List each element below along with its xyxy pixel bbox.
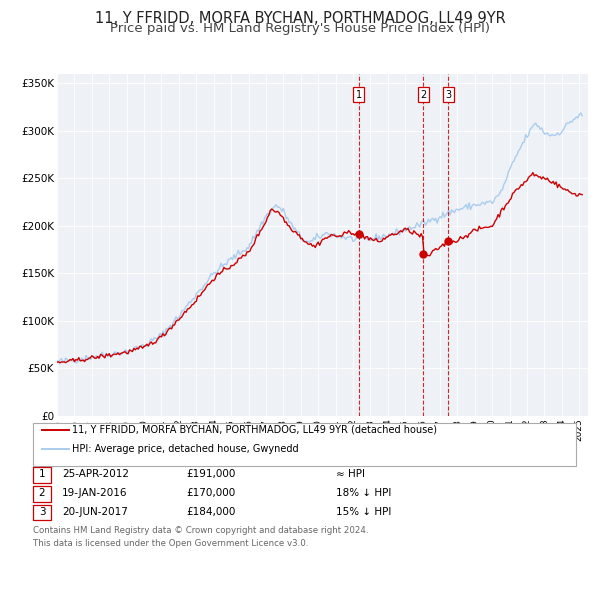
Text: £170,000: £170,000 bbox=[186, 489, 235, 498]
Point bbox=[354, 230, 364, 239]
Text: 2: 2 bbox=[421, 90, 427, 100]
Text: 1: 1 bbox=[355, 90, 362, 100]
Text: Price paid vs. HM Land Registry's House Price Index (HPI): Price paid vs. HM Land Registry's House … bbox=[110, 22, 490, 35]
Text: Contains HM Land Registry data © Crown copyright and database right 2024.
This d: Contains HM Land Registry data © Crown c… bbox=[33, 526, 368, 548]
Text: 11, Y FFRIDD, MORFA BYCHAN, PORTHMADOG, LL49 9YR (detached house): 11, Y FFRIDD, MORFA BYCHAN, PORTHMADOG, … bbox=[72, 425, 437, 435]
Text: ≈ HPI: ≈ HPI bbox=[336, 470, 365, 479]
Text: 25-APR-2012: 25-APR-2012 bbox=[62, 470, 129, 479]
Text: 20-JUN-2017: 20-JUN-2017 bbox=[62, 507, 128, 517]
Text: 2: 2 bbox=[38, 489, 46, 498]
Text: 1: 1 bbox=[38, 470, 46, 479]
Point bbox=[419, 250, 428, 259]
Text: 18% ↓ HPI: 18% ↓ HPI bbox=[336, 489, 391, 498]
Text: HPI: Average price, detached house, Gwynedd: HPI: Average price, detached house, Gwyn… bbox=[72, 444, 299, 454]
Text: 3: 3 bbox=[445, 90, 451, 100]
Point bbox=[443, 237, 453, 246]
Text: £191,000: £191,000 bbox=[186, 470, 235, 479]
Text: 11, Y FFRIDD, MORFA BYCHAN, PORTHMADOG, LL49 9YR: 11, Y FFRIDD, MORFA BYCHAN, PORTHMADOG, … bbox=[95, 11, 505, 25]
Text: £184,000: £184,000 bbox=[186, 507, 235, 517]
Text: 3: 3 bbox=[38, 507, 46, 517]
Text: 19-JAN-2016: 19-JAN-2016 bbox=[62, 489, 127, 498]
Text: 15% ↓ HPI: 15% ↓ HPI bbox=[336, 507, 391, 517]
